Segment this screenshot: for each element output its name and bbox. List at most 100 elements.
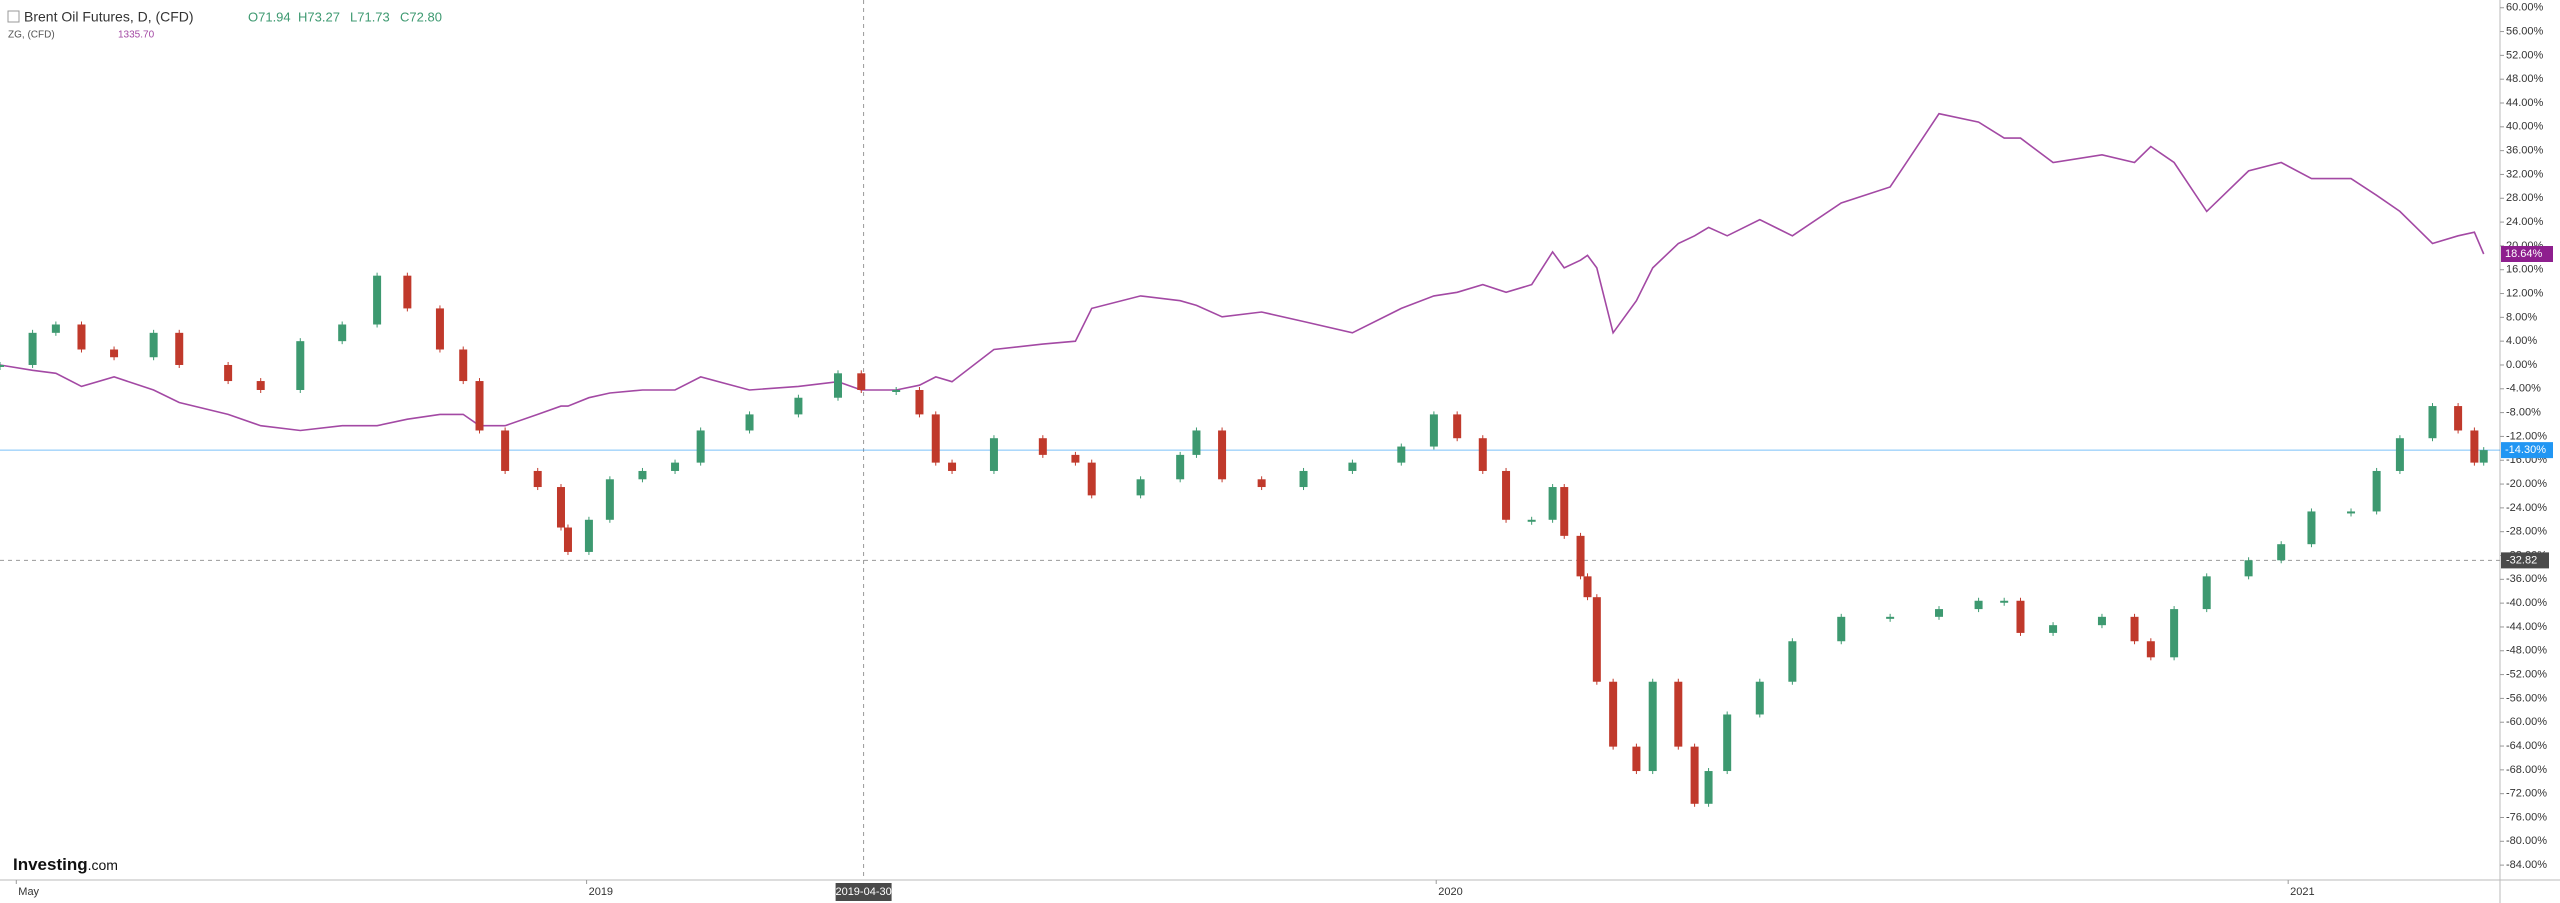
candle	[1837, 616, 1846, 642]
candle	[833, 373, 842, 398]
y-tick-label: 56.00%	[2506, 25, 2544, 37]
candle	[1136, 479, 1145, 496]
candle	[1548, 487, 1557, 520]
price-marker-label: 18.64%	[2505, 248, 2543, 260]
candle	[989, 438, 998, 471]
candle	[435, 308, 444, 350]
logo: Investing.com	[13, 855, 118, 874]
candle	[2277, 544, 2286, 561]
candle	[1974, 600, 1983, 610]
candle	[556, 487, 565, 528]
candle	[0, 364, 4, 367]
candle	[2146, 641, 2155, 658]
candle	[2347, 511, 2356, 514]
candle	[915, 389, 924, 415]
y-tick-label: 52.00%	[2506, 49, 2544, 61]
candle	[1576, 535, 1585, 577]
open-label: O71.94	[248, 9, 291, 24]
y-tick-label: 44.00%	[2506, 97, 2544, 109]
y-tick-label: 16.00%	[2506, 264, 2544, 276]
low-label: L71.73	[350, 9, 390, 24]
candle	[1723, 714, 1732, 772]
price-marker	[2501, 442, 2553, 459]
candle	[931, 414, 940, 463]
compare-name: ZG, (CFD)	[8, 30, 55, 41]
y-tick-label: 60.00%	[2506, 2, 2544, 14]
candle	[1038, 438, 1047, 455]
candle	[1478, 438, 1487, 471]
y-tick-label: -8.00%	[2506, 407, 2541, 419]
y-tick-label: -48.00%	[2506, 645, 2547, 657]
candle	[1502, 470, 1511, 520]
y-tick-label: -80.00%	[2506, 835, 2547, 847]
candle	[51, 324, 60, 333]
candle	[256, 381, 265, 390]
logo-brand: Investing	[13, 855, 88, 874]
candle	[2130, 616, 2139, 642]
candle	[110, 349, 119, 358]
series-name: Brent Oil Futures, D, (CFD)	[24, 9, 194, 25]
y-tick-label: -28.00%	[2506, 526, 2547, 538]
candle	[1397, 446, 1406, 463]
candle	[1527, 519, 1536, 522]
candle	[2097, 616, 2106, 626]
candle	[1071, 454, 1080, 463]
y-tick-label: 4.00%	[2506, 335, 2537, 347]
candle	[1674, 681, 1683, 747]
y-tick-label: -76.00%	[2506, 811, 2547, 823]
candle	[1886, 616, 1895, 619]
candle	[584, 519, 593, 552]
candle	[2170, 609, 2179, 658]
collapse-icon[interactable]	[7, 10, 20, 23]
candle	[77, 324, 86, 350]
candle	[2454, 406, 2463, 431]
x-tick-label: May	[18, 886, 39, 898]
y-tick-label: 40.00%	[2506, 121, 2544, 133]
candle	[1218, 430, 1227, 480]
candle	[1632, 746, 1641, 772]
candle	[1192, 430, 1201, 455]
compare-last: 1335.70	[118, 30, 155, 41]
y-tick-label: 32.00%	[2506, 168, 2544, 180]
y-tick-label: -64.00%	[2506, 740, 2547, 752]
candle	[1299, 470, 1308, 488]
candle	[2307, 511, 2316, 545]
close-label: C72.80	[400, 9, 442, 24]
y-tick-label: 36.00%	[2506, 145, 2544, 157]
candle	[745, 414, 754, 431]
candle	[857, 373, 866, 390]
candle	[28, 332, 37, 365]
x-tick-label: 2021	[2290, 886, 2314, 898]
candle	[638, 470, 647, 480]
candle	[1583, 576, 1592, 598]
crosshair-y-box	[2501, 552, 2549, 569]
candle	[175, 332, 184, 365]
candle	[475, 381, 484, 431]
candle	[2202, 576, 2211, 610]
candle	[2000, 600, 2009, 603]
price-marker-label: -14.30%	[2505, 444, 2546, 456]
candle	[1257, 479, 1266, 488]
x-tick-label: 2019	[589, 886, 613, 898]
candle	[2016, 600, 2025, 633]
candle	[1704, 771, 1713, 804]
logo-suffix: .com	[88, 857, 118, 873]
candle	[563, 527, 572, 552]
candle	[501, 430, 510, 471]
candle	[338, 324, 347, 342]
y-tick-label: -4.00%	[2506, 383, 2541, 395]
candle	[1788, 641, 1797, 682]
y-tick-label: -12.00%	[2506, 430, 2547, 442]
candle	[2244, 560, 2253, 577]
candle	[1609, 681, 1618, 747]
x-tick-label: 2020	[1438, 886, 1462, 898]
candle	[948, 462, 957, 471]
candle	[1348, 462, 1357, 471]
candle	[696, 430, 705, 463]
y-tick-label: -40.00%	[2506, 597, 2547, 609]
candle	[2372, 470, 2381, 512]
candle	[1560, 487, 1569, 536]
